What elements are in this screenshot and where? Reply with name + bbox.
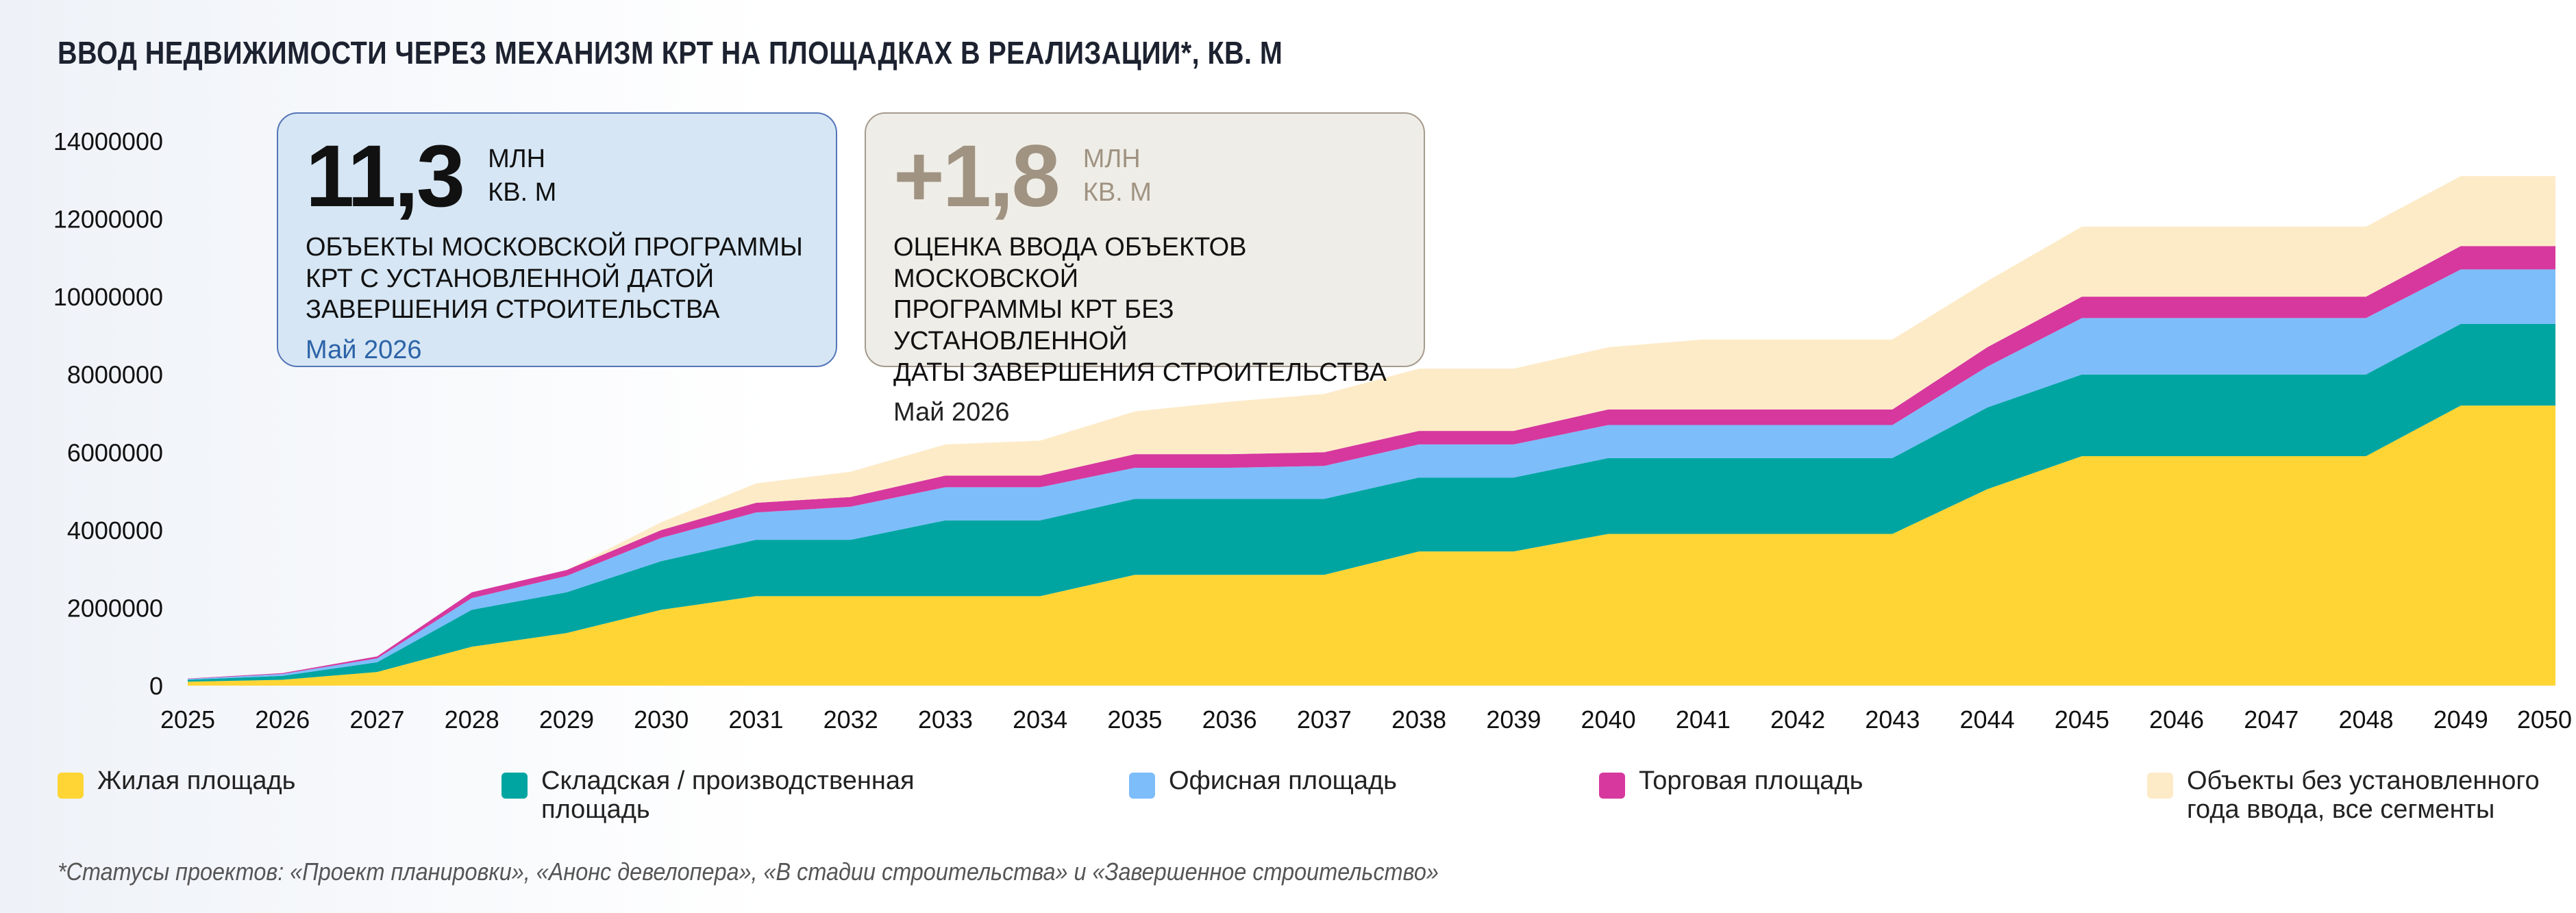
stat-card-without-date: +1,8 МЛН КВ. М ОЦЕНКА ВВОДА ОБЪЕКТОВ МОС… xyxy=(865,112,1425,427)
legend-swatch xyxy=(58,773,84,799)
legend-item-residential: Жилая площадь xyxy=(58,766,296,799)
x-tick-label: 2034 xyxy=(1013,705,1067,734)
legend-swatch xyxy=(1599,773,1625,799)
footnote: *Статусы проектов: «Проект планировки», … xyxy=(58,858,1439,886)
area-series-0 xyxy=(188,405,2555,686)
page-title: ВВОД НЕДВИЖИМОСТИ ЧЕРЕЗ МЕХАНИЗМ КРТ НА … xyxy=(58,35,1283,71)
x-tick-label: 2048 xyxy=(2338,705,2393,734)
x-tick-label: 2044 xyxy=(1960,705,2015,734)
stat-description-line: ОЦЕНКА ВВОДА ОБЪЕКТОВ МОСКОВСКОЙ xyxy=(893,233,1247,293)
stat-description-line: ОБЪЕКТЫ МОСКОВСКОЙ ПРОГРАММЫ xyxy=(306,233,803,262)
y-tick-label: 2000000 xyxy=(67,594,163,622)
x-tick-label: 2038 xyxy=(1391,705,1446,734)
x-tick-label: 2040 xyxy=(1581,705,1636,734)
y-tick-label: 6000000 xyxy=(67,438,163,466)
y-tick-label: 8000000 xyxy=(67,361,163,389)
stat-value: +1,8 xyxy=(893,127,1061,225)
legend-label: Жилая площадь xyxy=(97,766,296,796)
legend-item-undated: Объекты без установленного года ввода, в… xyxy=(2147,766,2540,825)
y-axis-ticks: 0 2000000 4000000 6000000 8000000 10000000 120… xyxy=(53,127,163,700)
legend-item-office: Офисная площадь xyxy=(1129,766,1397,799)
stat-description-line: КРТ С УСТАНОВЛЕННОЙ ДАТОЙ xyxy=(306,264,715,293)
x-tick-label: 2028 xyxy=(445,705,499,734)
x-tick-label: 2032 xyxy=(823,705,878,734)
stat-card-with-date: 11,3 МЛН КВ. М ОБЪЕКТЫ МОСКОВСКОЙ ПРОГРА… xyxy=(277,112,837,367)
x-tick-label: 2026 xyxy=(255,705,310,734)
stat-unit-line: КВ. М xyxy=(488,178,557,208)
legend-label-line: года ввода, все сегменты xyxy=(2187,795,2495,824)
x-tick-label: 2035 xyxy=(1107,705,1162,734)
x-tick-label: 2031 xyxy=(728,705,783,734)
legend-label-line: Складская / производственная xyxy=(541,766,915,795)
x-tick-label: 2030 xyxy=(634,705,689,734)
x-tick-label: 2029 xyxy=(539,705,594,734)
x-tick-label: 2025 xyxy=(160,705,215,734)
stat-description-line: ДАТЫ ЗАВЕРШЕНИЯ СТРОИТЕЛЬСТВА xyxy=(893,358,1387,387)
y-tick-label: 4000000 xyxy=(67,516,163,545)
legend-item-warehouse: Складская / производственная площадь xyxy=(501,766,915,825)
stat-unit-line: КВ. М xyxy=(1082,178,1152,208)
legend-label-line: Офисная площадь xyxy=(1169,766,1397,795)
stat-date: Май 2026 xyxy=(893,398,1010,427)
area-series-1 xyxy=(188,323,2555,682)
legend-label-line: Торговая площадь xyxy=(1639,766,1863,795)
x-tick-label: 2033 xyxy=(918,705,973,734)
legend-label: Офисная площадь xyxy=(1169,766,1397,796)
stat-description-line: ПРОГРАММЫ КРТ БЕЗ УСТАНОВЛЕННОЙ xyxy=(893,295,1174,355)
stat-date: Май 2026 xyxy=(306,335,422,364)
x-axis-ticks: 2025 2026 2027 2028 2029 2030 2031 2032 2033 2034… xyxy=(160,705,2572,734)
legend-label-line: площадь xyxy=(541,795,650,824)
x-tick-label: 2042 xyxy=(1770,705,1825,734)
x-tick-label: 2041 xyxy=(1676,705,1731,734)
stat-value: 11,3 xyxy=(306,127,465,225)
chart-areas xyxy=(188,176,2555,686)
legend-swatch xyxy=(2147,773,2173,799)
legend-label-line: Жилая площадь xyxy=(97,766,296,795)
legend-label: Складская / производственная площадь xyxy=(541,766,915,825)
x-tick-label: 2049 xyxy=(2433,705,2488,734)
stat-unit: МЛН КВ. М xyxy=(488,142,556,210)
legend-label-line: Объекты без установленного xyxy=(2187,766,2540,795)
y-tick-label: 14000000 xyxy=(53,127,163,155)
area-series-4 xyxy=(188,176,2555,679)
legend-swatch xyxy=(1129,773,1155,799)
legend-item-retail: Торговая площадь xyxy=(1599,766,1863,799)
x-tick-label: 2050 xyxy=(2517,705,2572,734)
area-series-2 xyxy=(188,269,2555,680)
stat-unit-line: МЛН xyxy=(488,145,546,173)
stat-unit: МЛН КВ. М xyxy=(1083,142,1152,210)
x-tick-label: 2046 xyxy=(2149,705,2204,734)
x-tick-label: 2047 xyxy=(2244,705,2299,734)
x-tick-label: 2036 xyxy=(1202,705,1257,734)
legend-swatch xyxy=(501,773,528,799)
x-tick-label: 2039 xyxy=(1486,705,1541,734)
x-tick-label: 2027 xyxy=(349,705,404,734)
x-tick-label: 2043 xyxy=(1865,705,1920,734)
stat-description-line: ЗАВЕРШЕНИЯ СТРОИТЕЛЬСТВА xyxy=(306,295,720,325)
legend-label: Объекты без установленного года ввода, в… xyxy=(2187,766,2540,825)
x-tick-label: 2045 xyxy=(2055,705,2109,734)
x-tick-label: 2037 xyxy=(1297,705,1352,734)
y-tick-label: 10000000 xyxy=(53,283,163,311)
legend-label: Торговая площадь xyxy=(1639,766,1863,796)
y-tick-label: 0 xyxy=(149,672,163,700)
stat-unit-line: МЛН xyxy=(1082,145,1141,173)
stat-description: ОЦЕНКА ВВОДА ОБЪЕКТОВ МОСКОВСКОЙ ПРОГРАМ… xyxy=(893,232,1396,388)
y-tick-label: 12000000 xyxy=(53,205,163,234)
stat-description: ОБЪЕКТЫ МОСКОВСКОЙ ПРОГРАММЫ КРТ С УСТАН… xyxy=(306,232,808,326)
